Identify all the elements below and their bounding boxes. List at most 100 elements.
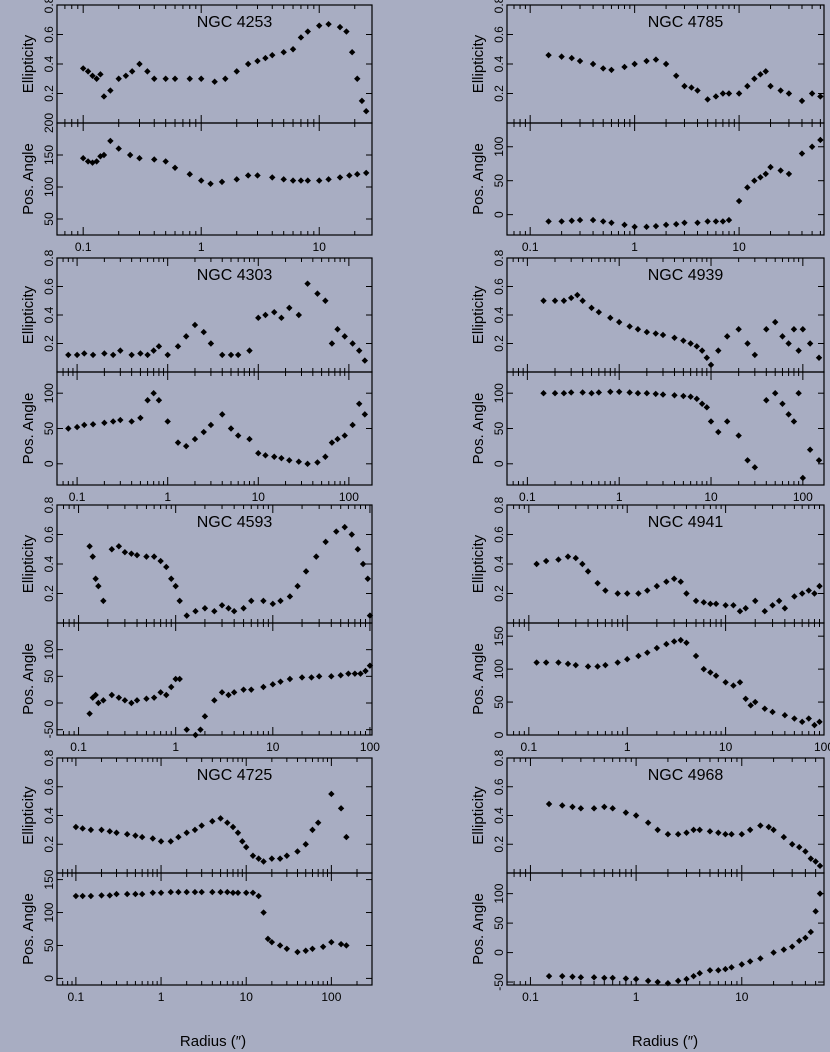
ellipticity-data-point [715,829,722,836]
pos-angle-data-point [816,718,823,726]
pos-angle-data-point [736,679,744,686]
pos-angle-data-point [137,414,144,422]
ellipticity-data-point [343,28,350,35]
pos-angle-data-point [634,389,642,397]
pos-angle-data-point [191,435,199,443]
ellipticity-data-point [219,351,226,359]
pos-angle-data-point [138,890,146,898]
galaxy-panel-ngc-4939: NGC 4939 0.2 0.4 0.6 0.8 Ellipticity 0 50 100 Pos… [470,249,825,504]
ellipticity-data-point [322,297,329,304]
ellipticity-data-point [354,75,361,82]
pos-angle-data-point [337,672,344,679]
ellipticity-data-point [294,848,301,855]
ellipticity-data-point [341,333,348,340]
ellipticity-data-point [715,347,722,354]
pos-angle-data-point [762,170,769,178]
ellipticity-data-point [246,347,253,354]
ellipticity-data-point [736,608,744,615]
pos-angle-data-point [694,219,701,226]
pos-angle-data-point [781,712,789,719]
ellipticity-data-point [260,597,267,605]
ellipticity-ytick-label: 0.6 [492,26,506,43]
ellipticity-data-point [150,347,157,354]
ellipticity-ytick-label: 0.2 [492,585,506,602]
ellipticity-data-point [366,612,374,619]
ellipticity-data-point [622,809,630,816]
ellipticity-data-point [133,551,141,559]
pos-angle-ytick-label: 150 [42,145,56,165]
ellipticity-ytick-label: 0.8 [42,0,56,13]
ellipticity-data-point [167,838,174,845]
pos-angle-data-point [97,153,104,160]
ellipticity-ytick-label: 0.4 [42,306,56,323]
ellipticity-ytick-label: 0.8 [42,749,56,766]
ellipticity-data-point [560,297,568,304]
pos-angle-data-point [785,170,793,178]
ellipticity-data-point [84,68,92,75]
pos-angle-ylabel: Pos. Angle [20,143,37,215]
x-tick-label: 1 [158,990,165,1004]
pos-angle-data-point [670,638,678,645]
pos-angle-data-point [622,975,630,982]
pos-angle-data-point [808,143,816,150]
ellipticity-data-point [289,46,297,53]
pos-angle-data-point [707,669,714,676]
pos-angle-data-point [706,967,714,974]
pos-angle-data-point [576,216,584,224]
ellipticity-data-point [542,557,550,565]
pos-angle-data-point [294,948,301,956]
ellipticity-data-point [798,97,806,105]
pos-angle-data-point [652,222,660,230]
pos-angle-data-point [186,171,193,178]
ellipticity-data-point [763,326,770,333]
pos-angle-data-point [725,216,733,224]
ellipticity-data-point [355,347,363,354]
pos-angle-data-point [106,892,113,899]
pos-angle-data-point [218,689,226,696]
ellipticity-data-point [712,600,720,608]
pos-angle-data-point [73,423,81,431]
pos-angle-data-point [316,177,323,184]
pos-angle-data-point [328,673,335,680]
pos-angle-data-point [579,389,586,396]
ellipticity-data-point [781,605,789,612]
ellipticity-data-point [176,597,183,605]
ellipticity-data-point [81,350,88,357]
pos-angle-data-point [132,890,139,898]
ellipticity-data-point [132,832,139,839]
pos-angle-data-point [632,975,640,983]
pos-angle-data-point [304,460,311,468]
pos-angle-data-point [558,218,565,225]
pos-angle-frame [56,872,373,986]
ellipticity-data-point [157,838,165,845]
galaxy-panel-ngc-4968: NGC 49680.20.40.60.8Ellipticity-50050100… [470,749,825,1004]
pos-angle-data-point [95,699,102,707]
ellipticity-data-point [811,590,818,597]
pos-angle-data-point [698,400,706,407]
ellipticity-data-point [692,597,700,605]
pos-angle-data-point [283,945,291,952]
ellipticity-data-point [643,57,650,65]
ellipticity-data-point [361,357,369,364]
pos-angle-data-point [540,389,547,397]
pos-angle-data-point [652,390,659,398]
ellipticity-data-point [122,72,130,79]
pos-angle-data-point [269,174,276,181]
ellipticity-ylabel: Ellipticity [470,34,487,93]
x-tick-label: 0.1 [520,740,537,754]
pos-angle-data-point [533,659,540,666]
pos-angle-data-point [128,699,135,707]
ellipticity-data-point [567,294,575,302]
ellipticity-data-point [115,543,123,550]
pos-angle-data-point [659,391,667,398]
ellipticity-data-point [615,318,623,326]
galaxy-panel-ngc-4593: NGC 45930.20.40.60.8Ellipticity-50050100… [20,496,380,754]
pos-angle-data-point [608,219,615,226]
pos-angle-data-point [621,221,628,229]
ellipticity-data-point [751,351,759,359]
ellipticity-data-point [121,549,129,556]
pos-angle-data-point [229,889,237,896]
galaxy-panel-ngc-4253: NGC 4253 0.2 0.4 0.6 0.8 Ellipticity 50 100 150 2… [20,0,373,254]
pos-angle-data-point [157,889,165,896]
